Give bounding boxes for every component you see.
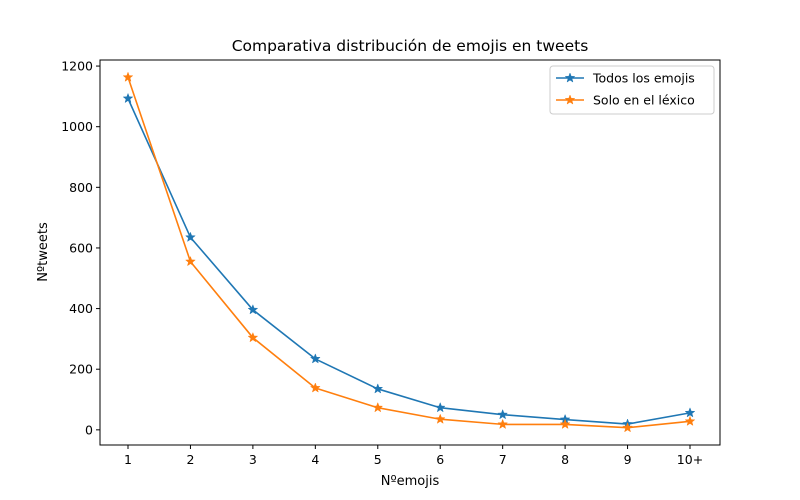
data-point-2: [309, 382, 321, 393]
x-axis: 1 2 3 4 5 6 7 8 9 10+: [124, 445, 703, 467]
x-tick-label: 1: [124, 452, 132, 467]
data-point-2: [684, 415, 696, 426]
legend: Todos los emojis Solo en el léxico: [549, 65, 715, 115]
data-point-2: [185, 255, 196, 267]
y-tick-label: 800: [69, 180, 93, 195]
data-point-2: [497, 418, 509, 430]
x-tick-label: 3: [249, 452, 257, 467]
x-tick-label: 10+: [677, 452, 703, 467]
data-point-1: [434, 401, 446, 413]
data-point-2: [372, 401, 384, 413]
legend-label-2: Solo en el léxico: [593, 93, 695, 108]
legend-marker-1: [564, 72, 576, 83]
data-point-2: [434, 413, 446, 424]
data-point-2: [122, 71, 134, 82]
x-tick-label: 2: [186, 452, 194, 467]
y-tick-label: 0: [85, 422, 93, 437]
data-point-1: [684, 407, 696, 418]
x-tick-label: 6: [436, 452, 444, 467]
y-tick-label: 1200: [61, 59, 93, 74]
data-point-1: [122, 92, 134, 104]
y-axis: 0 200 400 600 800 1000 1200: [61, 59, 100, 437]
data-point-2: [559, 418, 571, 430]
data-point-1: [309, 353, 321, 364]
plot-area: [122, 71, 696, 433]
data-point-1: [372, 383, 384, 394]
x-tick-label: 4: [311, 452, 319, 467]
x-tick-label: 7: [499, 452, 507, 467]
data-point-1: [497, 408, 509, 420]
x-tick-label: 8: [561, 452, 569, 467]
legend-marker-2: [564, 94, 576, 105]
legend-box: [549, 65, 715, 115]
data-point-1: [247, 304, 259, 315]
chart-title: Comparativa distribución de emojis en tw…: [232, 37, 589, 55]
data-point-2: [622, 422, 633, 433]
series-line-2: [127, 77, 691, 429]
y-tick-label: 600: [69, 240, 93, 255]
y-axis-label: Nºtweets: [36, 222, 51, 282]
x-tick-label: 5: [374, 452, 382, 467]
x-axis-label: Nºemojis: [381, 474, 440, 489]
plot-frame: [99, 59, 721, 446]
y-tick-label: 1000: [61, 119, 93, 134]
data-point-2: [247, 331, 259, 343]
data-point-1: [185, 231, 196, 242]
series-line-1: [127, 98, 691, 425]
y-tick-label: 400: [69, 301, 93, 316]
y-tick-label: 200: [69, 362, 93, 377]
legend-label-1: Todos los emojis: [592, 71, 695, 86]
x-tick-label: 9: [624, 452, 632, 467]
